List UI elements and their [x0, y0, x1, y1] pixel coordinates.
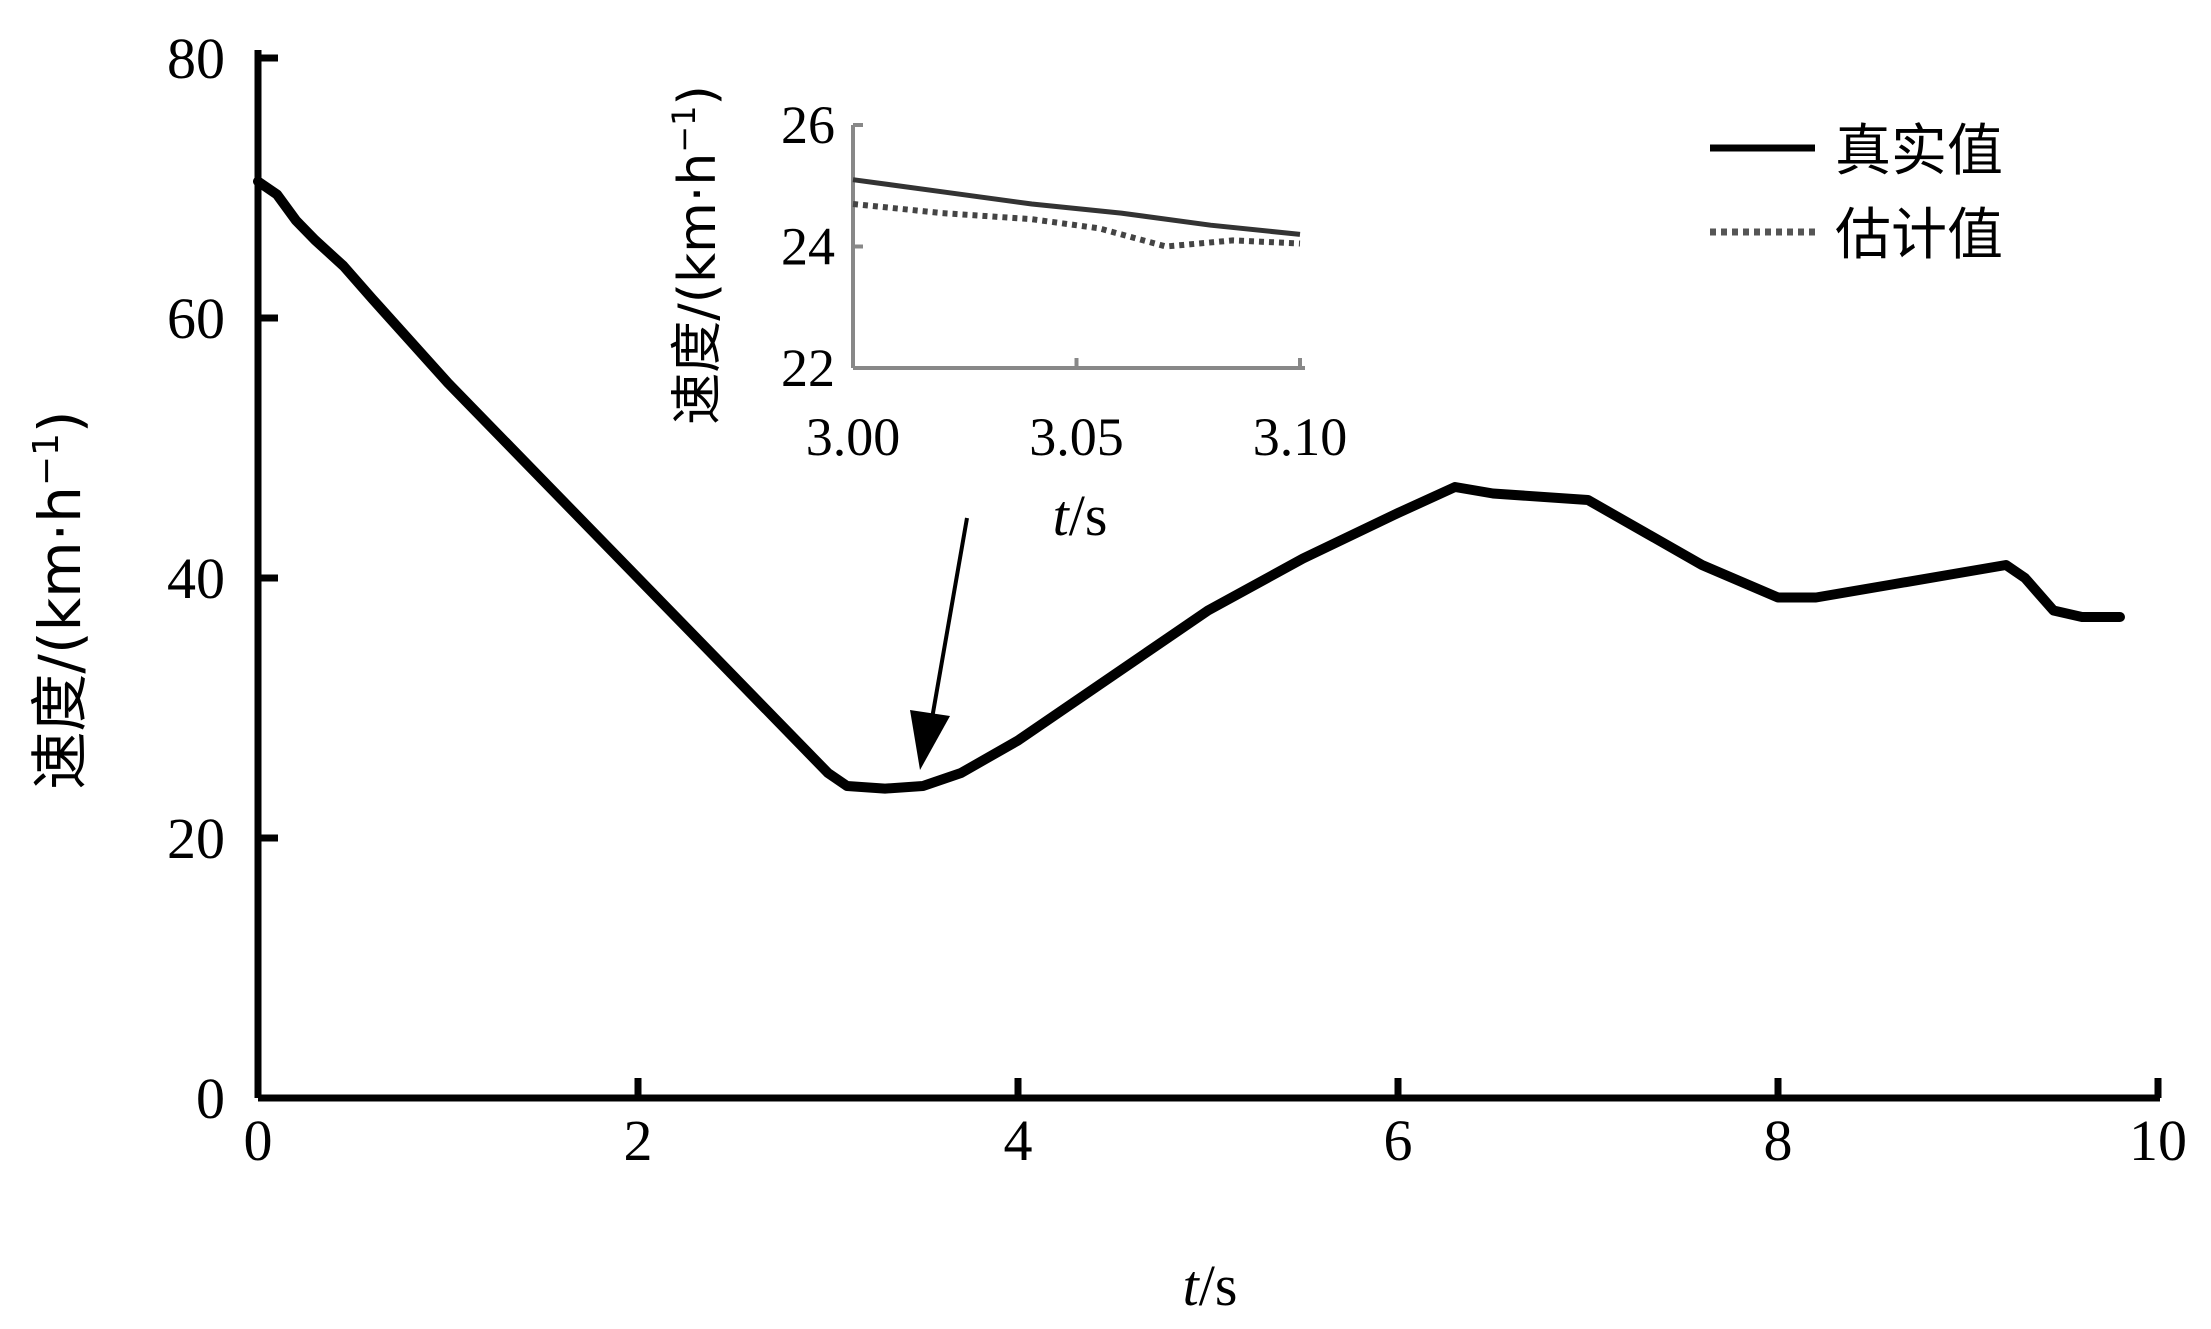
main-y-axis-title: 速度/(km·h−1)	[26, 410, 94, 789]
inset-x-axis-title: t/s	[1053, 483, 1108, 548]
inset-y-tick-label-22: 22	[781, 338, 835, 398]
inset-x-tick-label-3.10: 3.10	[1253, 407, 1348, 467]
inset-axes	[851, 125, 1305, 370]
inset-y-axis-title: 速度/(km·h−1)	[665, 85, 728, 425]
legend: 真实值 估计值	[1710, 119, 2003, 268]
inset-series-true	[852, 177, 1301, 237]
zoom-arrow	[910, 517, 969, 770]
main-y-axis-title-sup: −1	[26, 433, 67, 486]
main-y-ticks: 0 20 40 60 80	[167, 26, 278, 1131]
main-x-tick-label-0: 0	[244, 1108, 273, 1173]
inset-series-estimated	[852, 201, 1301, 250]
main-x-axis-title: t/s	[1183, 1253, 1238, 1318]
inset-y-tick-label-24: 24	[781, 217, 835, 277]
main-x-ticks: 0 2 4 6 8 10	[244, 1078, 2187, 1173]
main-x-tick-label-2: 2	[624, 1108, 653, 1173]
zoom-arrow-shaft	[928, 517, 969, 731]
main-x-tick-label-4: 4	[1004, 1108, 1033, 1173]
main-x-tick-label-6: 6	[1384, 1108, 1413, 1173]
main-series-true	[253, 176, 2125, 794]
legend-label-estimated: 估计值	[1835, 203, 2003, 268]
inset-y-ticks: 22 24 26	[781, 95, 863, 398]
inset-x-tick-label-3.00: 3.00	[806, 407, 901, 467]
inset-x-ticks: 3.00 3.05 3.10	[806, 358, 1348, 467]
main-x-tick-label-8: 8	[1764, 1108, 1793, 1173]
main-y-tick-label-80: 80	[167, 26, 225, 91]
main-axes	[254, 50, 2160, 1102]
main-y-tick-label-0: 0	[196, 1066, 225, 1131]
inset-x-tick-label-3.05: 3.05	[1029, 407, 1124, 467]
zoom-arrow-head	[910, 710, 950, 770]
inset-y-axis-title-sup: −1	[665, 106, 703, 153]
main-x-tick-label-10: 10	[2129, 1108, 2187, 1173]
main-series-estimated	[255, 178, 2123, 792]
legend-label-true: 真实值	[1835, 119, 2003, 184]
inset-y-tick-label-26: 26	[781, 95, 835, 155]
main-y-tick-label-20: 20	[167, 806, 225, 871]
main-y-tick-label-60: 60	[167, 286, 225, 351]
main-y-tick-label-40: 40	[167, 546, 225, 611]
